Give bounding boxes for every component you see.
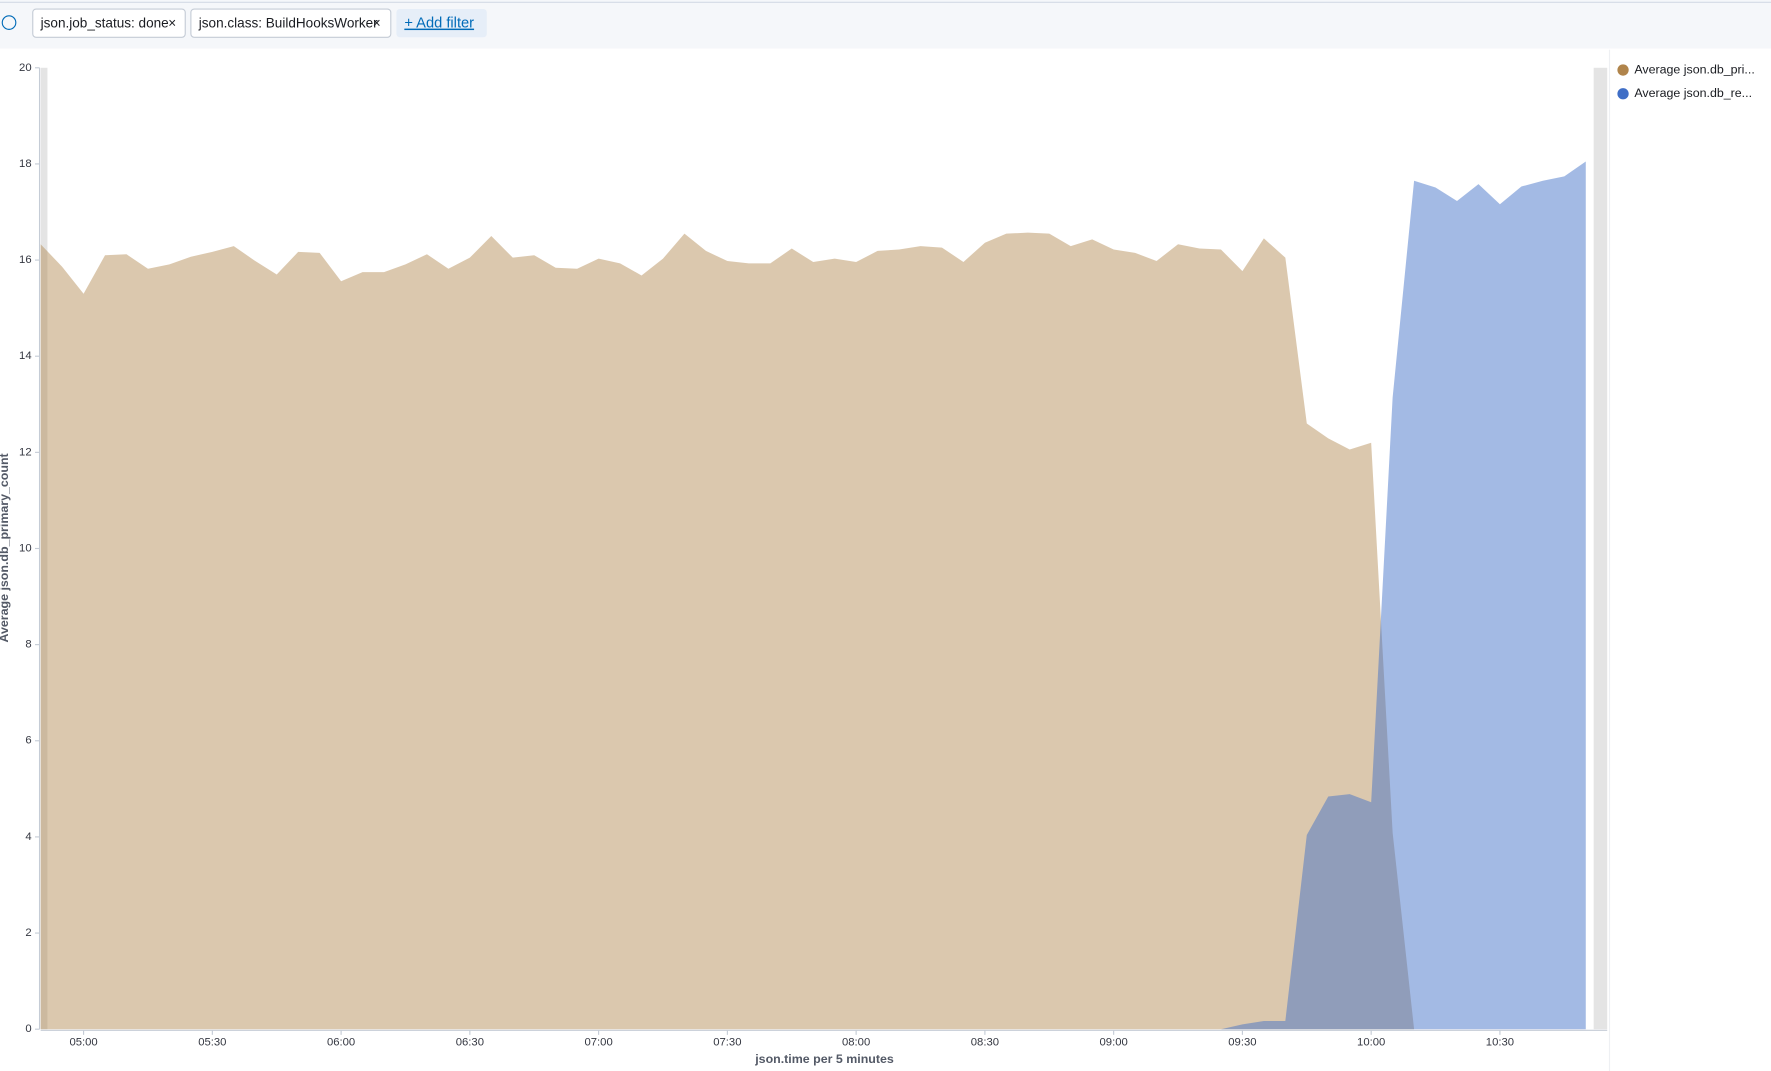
y-tick-label: 4 xyxy=(25,831,31,843)
y-tick-label: 10 xyxy=(19,542,32,554)
brush-handle xyxy=(1593,67,1608,1030)
x-tick-label: 05:30 xyxy=(198,1037,226,1049)
y-tick-label: 12 xyxy=(19,446,32,458)
legend-label[interactable]: Average json.db_re... xyxy=(1634,86,1752,100)
filter-pill[interactable] xyxy=(190,8,392,38)
plot: 0 2 4 6 8 10 12 14 16 18 20 05:00 05:30 06:00 06:30 07:… xyxy=(19,62,1608,1049)
x-tick-label: 07:00 xyxy=(585,1037,613,1049)
x-tick-label: 08:30 xyxy=(971,1037,999,1049)
x-tick-label: 06:00 xyxy=(327,1037,355,1049)
y-tick-label: 14 xyxy=(19,350,32,362)
y-tick-label: 6 xyxy=(25,735,31,747)
x-tick-label: 05:00 xyxy=(69,1037,97,1049)
add-filter-button[interactable] xyxy=(396,9,487,38)
add-filter-label[interactable]: + Add filter xyxy=(404,16,474,32)
area xyxy=(40,232,1586,1030)
x-tick-label: 08:00 xyxy=(842,1037,870,1049)
filter-label: json.job_status: done xyxy=(40,15,169,30)
y-tick-label: 0 xyxy=(25,1023,31,1035)
x-tick-label: 06:30 xyxy=(456,1037,484,1049)
brush-handle xyxy=(40,67,48,1030)
x-tick-label: 07:30 xyxy=(713,1037,741,1049)
x-tick-label: 10:00 xyxy=(1357,1037,1385,1049)
filter-label: json.class: BuildHooksWorker xyxy=(198,15,378,30)
x-tick-label: 09:00 xyxy=(1100,1037,1128,1049)
legend: Average json.db_pri... Average json.db_re… xyxy=(1617,62,1755,100)
y-tick-label: 16 xyxy=(19,254,32,266)
remove-icon[interactable]: × xyxy=(373,15,381,30)
legend-label[interactable]: Average json.db_pri... xyxy=(1634,62,1754,76)
filter-pill[interactable] xyxy=(32,8,186,38)
area xyxy=(40,161,1586,1030)
y-tick-label: 8 xyxy=(25,639,31,651)
y-tick-label: 20 xyxy=(19,62,32,74)
legend-swatch xyxy=(1617,64,1629,76)
remove-icon[interactable]: × xyxy=(168,15,176,30)
x-axis-title: json.time per 5 minutes xyxy=(754,1052,894,1066)
x-tick-label: 09:30 xyxy=(1228,1037,1256,1049)
y-tick-label: 18 xyxy=(19,158,32,170)
x-tick-label: 10:30 xyxy=(1486,1037,1514,1049)
filter-icon[interactable] xyxy=(1,15,17,30)
legend-swatch xyxy=(1617,88,1629,100)
y-tick-label: 2 xyxy=(25,927,31,939)
y-axis-title: Average json.db_primary_count xyxy=(0,453,11,642)
